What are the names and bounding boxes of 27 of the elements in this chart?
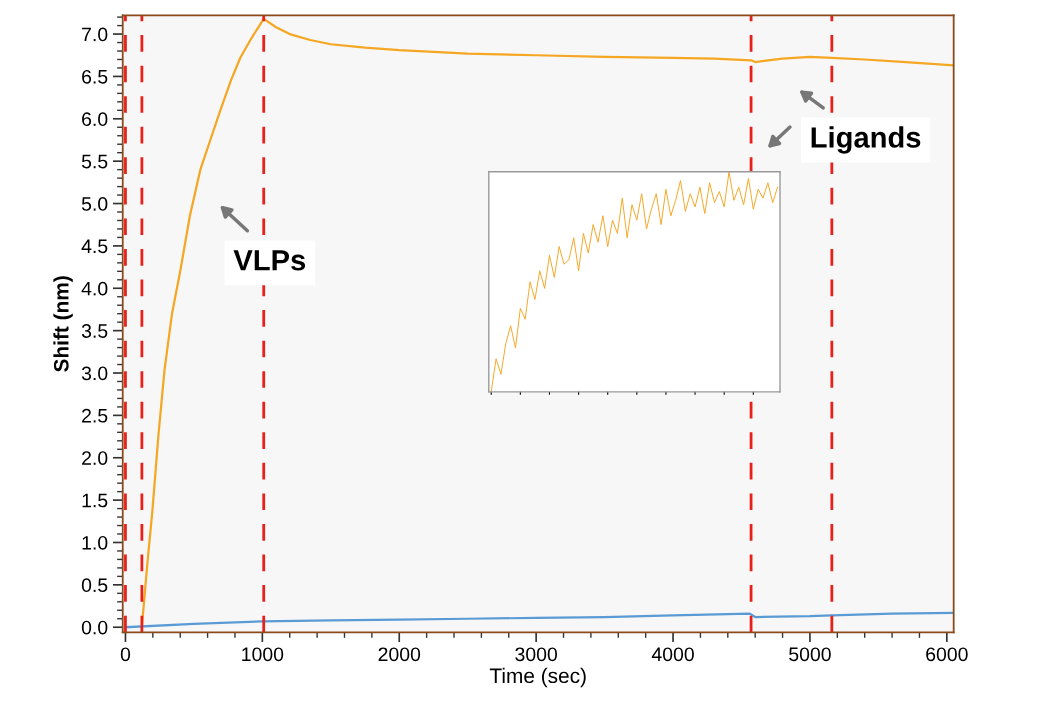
y-axis-title: Shift (nm) <box>53 276 73 372</box>
y-tick-label: 7.0 <box>82 27 108 42</box>
y-tick-label: 6.5 <box>82 69 108 84</box>
y-tick-label: 5.0 <box>81 197 108 211</box>
y-tick-label: 1.0 <box>82 535 108 550</box>
y-tick-label: 3.0 <box>81 366 108 381</box>
y-tick-label: 4.0 <box>81 281 108 296</box>
x-tick-label: 4000 <box>651 647 694 662</box>
y-tick-label: 1.5 <box>82 493 108 508</box>
x-axis-title: Time (sec) <box>489 667 586 688</box>
y-tick-label: 4.5 <box>81 239 108 254</box>
y-tick-label: 2.5 <box>82 408 108 423</box>
y-tick-label: 3.5 <box>81 324 108 338</box>
y-tick-label: 2.0 <box>82 451 108 465</box>
x-tick-label: 0 <box>120 647 131 662</box>
line-series <box>124 611 954 629</box>
x-tick-label: 5000 <box>789 647 831 662</box>
y-tick-label: 5.5 <box>81 154 108 169</box>
x-tick-label: 3000 <box>515 647 558 662</box>
y-tick-label: 0.5 <box>81 578 108 593</box>
x-tick-label: 1000 <box>242 647 284 662</box>
y-tick-label: 0.0 <box>81 620 108 635</box>
annotation: VLPs <box>233 250 306 271</box>
annotation: Ligands <box>811 126 921 154</box>
x-tick-label: 2000 <box>378 647 421 662</box>
y-tick-label: 6.0 <box>82 112 108 127</box>
x-tick-label: 6000 <box>926 647 968 662</box>
